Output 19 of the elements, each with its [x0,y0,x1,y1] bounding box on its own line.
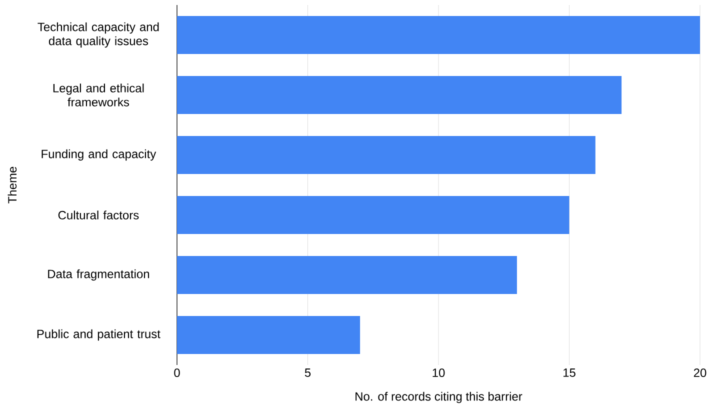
bar [177,136,596,174]
bar [177,76,622,114]
y-tick-label: Legal and ethical frameworks [53,84,144,106]
x-tick-label: 15 [563,368,576,377]
bar [177,256,517,294]
y-tick-label: Cultural factors [58,210,139,220]
y-axis-title: Theme [8,166,17,204]
x-tick-label: 5 [304,368,311,377]
bar [177,316,360,354]
x-tick-label: 10 [432,368,445,378]
x-tick-label: 20 [694,368,706,378]
y-tick-label: Public and patient trust [37,329,160,341]
y-tick-label: Funding and capacity [42,149,156,161]
x-axis-title: No. of records citing this barrier [356,392,522,404]
y-tick-label: Data fragmentation [48,269,150,281]
x-tick-label: 0 [174,368,180,378]
bar [177,16,700,54]
bar [177,196,570,234]
y-tick-label: Technical capacity and data quality issues [38,22,159,48]
